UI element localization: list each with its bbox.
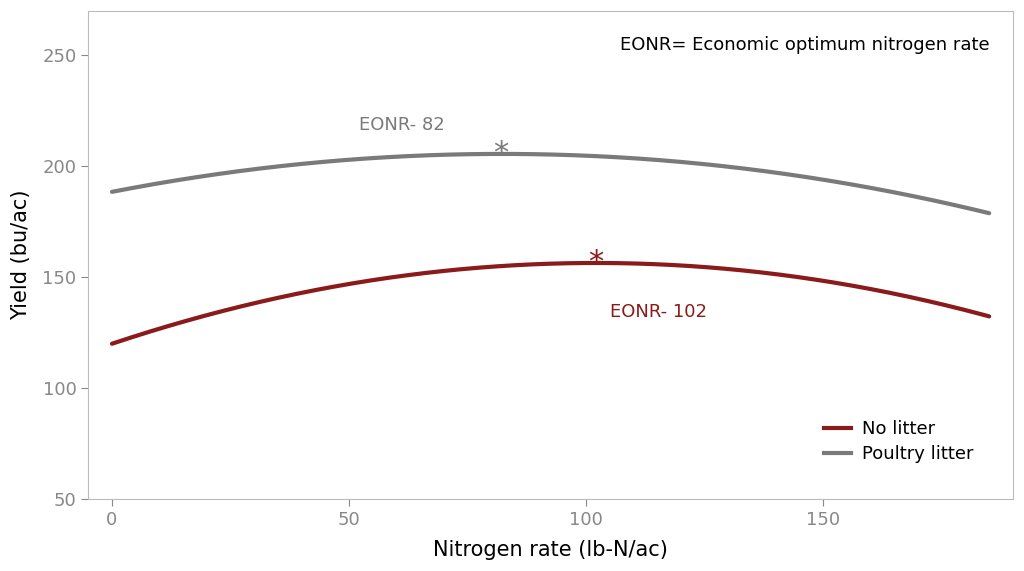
Text: EONR- 82: EONR- 82 — [358, 116, 444, 134]
Y-axis label: Yield (bu/ac): Yield (bu/ac) — [11, 190, 31, 320]
Text: *: * — [588, 248, 603, 278]
Text: EONR- 102: EONR- 102 — [610, 303, 707, 321]
Legend: No litter, Poultry litter: No litter, Poultry litter — [817, 413, 981, 471]
Text: EONR= Economic optimum nitrogen rate: EONR= Economic optimum nitrogen rate — [621, 35, 990, 54]
Text: *: * — [494, 139, 509, 168]
X-axis label: Nitrogen rate (lb-N/ac): Nitrogen rate (lb-N/ac) — [433, 540, 668, 560]
